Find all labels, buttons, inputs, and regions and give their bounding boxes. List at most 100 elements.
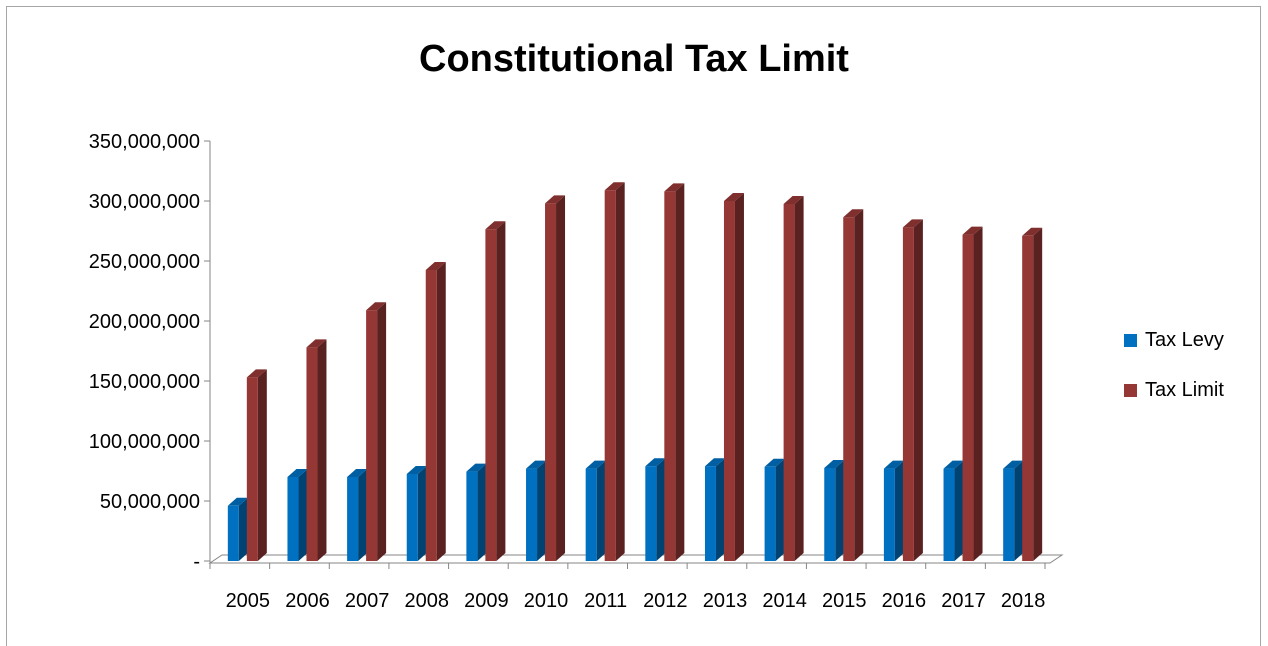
x-tick-label-2009: 2009 [464,590,509,612]
bar-tax-limit-2017 [962,226,983,561]
bar-side [238,497,248,561]
bar-tax-limit-2016 [902,219,923,561]
y-tick-label: 350,000,000 [89,131,200,153]
bar-side [257,369,267,561]
bar-front [246,377,258,561]
bar-top [585,460,606,469]
bar-side [1014,460,1024,561]
bars [227,182,1043,562]
bar-top [664,183,685,192]
y-tick-label: 250,000,000 [89,251,200,273]
bar-front [227,505,239,561]
bar-tax-levy-2010 [526,460,547,561]
bar-side [496,221,506,561]
bar-top [366,302,387,311]
bar-front [585,468,597,561]
bar-top [645,458,666,467]
bar-side [596,460,606,561]
bar-side [615,182,625,561]
bar-tax-limit-2011 [604,182,625,561]
x-tick-label-2016: 2016 [882,590,927,612]
bar-tax-levy-2014 [764,458,785,561]
x-tick-label-2005: 2005 [226,590,271,612]
bar-side [556,195,566,561]
bar-front [962,234,974,561]
x-tick-label-2010: 2010 [524,590,569,612]
bar-tax-limit-2012 [664,183,685,561]
bar-front [466,471,478,561]
bar-tax-levy-2008 [406,466,427,561]
bar-front [883,468,895,561]
bar-side [537,460,547,561]
legend-item-tax-limit[interactable]: Tax Limit [1124,376,1224,404]
bar-top [962,226,983,235]
x-axis-ticks: 2005 2006 2007 2008 2009 2010 2011 2012 2013 2014… [209,563,1046,612]
bar-front [824,468,836,561]
bar-side [317,339,327,561]
bar-front [306,347,318,561]
chart-floor [208,554,1064,564]
bar-front [943,468,955,561]
bar-tax-levy-2006 [287,469,308,561]
bar-side [775,458,785,561]
bar-tax-limit-2008 [425,262,446,561]
bar-side [298,469,308,561]
legend-label-tax-levy: Tax Levy [1145,328,1224,351]
bar-tax-levy-2007 [347,469,368,561]
bar-side [715,458,725,561]
bar-side [734,193,744,561]
bar-front [366,310,378,561]
bar-top [883,460,904,469]
bar-top [943,460,964,469]
x-tick-label-2007: 2007 [345,590,390,612]
chart-frame [6,6,1261,646]
y-tick-label: 50,000,000 [100,491,200,513]
bar-front [545,203,557,561]
legend-swatch-tax-limit [1124,383,1137,397]
bar-top [843,209,864,218]
bar-top [306,339,327,348]
bar-top [545,195,566,204]
bar-front [425,270,437,561]
bar-front [604,190,616,561]
x-tick-label-2006: 2006 [285,590,330,612]
bar-front [287,477,299,561]
bar-side [913,219,923,561]
legend-item-tax-levy[interactable]: Tax Levy [1124,326,1224,354]
bar-front [1003,468,1015,561]
bar-side [656,458,666,561]
bar-tax-limit-2009 [485,221,506,561]
bar-front [764,466,776,561]
bar-top [246,369,267,378]
bar-tax-levy-2018 [1003,460,1024,561]
x-tick-label-2017: 2017 [941,590,986,612]
y-axis-ticks: - 50,000,000 100,000,000 150,000,000 200,000… [89,131,210,573]
bar-side [477,463,487,561]
axes [208,141,1064,564]
bar-side [794,196,804,561]
bar-tax-limit-2010 [545,195,566,561]
bar-front [723,201,735,561]
bar-tax-levy-2009 [466,463,487,561]
bar-top [466,463,487,472]
bar-side [377,302,387,561]
bar-side [417,466,427,561]
bar-tax-levy-2011 [585,460,606,561]
bar-top [723,193,744,201]
x-tick-label-2011: 2011 [584,590,627,612]
x-tick-label-2008: 2008 [405,590,450,612]
bar-top [764,458,785,467]
bar-front [902,227,914,561]
bar-tax-levy-2013 [704,458,725,561]
y-tick-label: 300,000,000 [89,191,200,213]
legend-label-tax-limit: Tax Limit [1145,378,1224,401]
bar-tax-levy-2015 [824,460,845,561]
bar-side [973,226,983,561]
bar-front [843,217,855,561]
bar-side [675,183,685,561]
legend-swatch-tax-levy [1124,333,1137,347]
bar-top [1003,460,1024,469]
bar-tax-levy-2005 [227,497,248,561]
x-tick-label-2013: 2013 [703,590,748,612]
bar-tax-limit-2007 [366,302,387,561]
